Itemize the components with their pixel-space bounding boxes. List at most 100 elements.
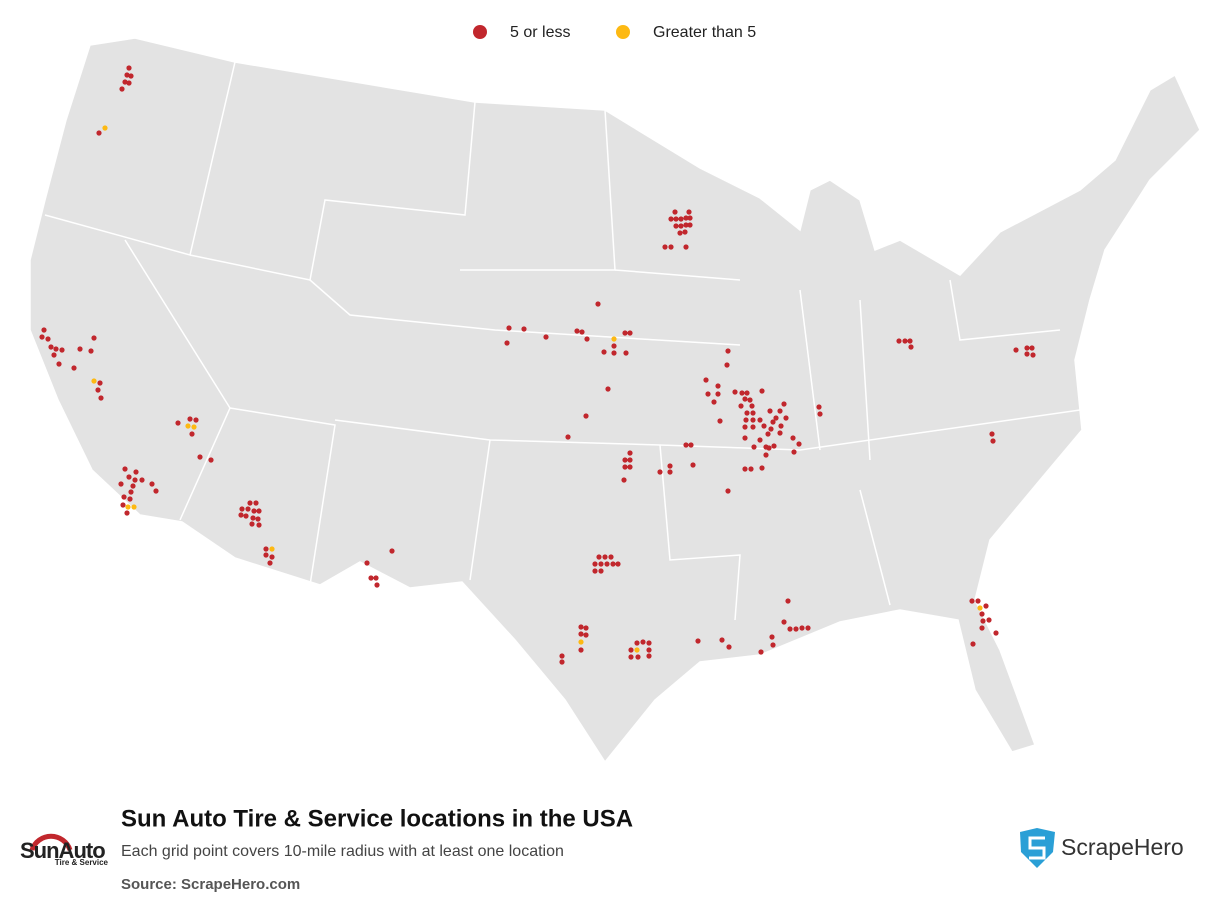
location-dot bbox=[683, 215, 689, 221]
location-dot bbox=[979, 625, 985, 631]
location-dot bbox=[627, 464, 633, 470]
location-dot bbox=[627, 457, 633, 463]
location-dot bbox=[578, 647, 584, 653]
location-dot bbox=[646, 647, 652, 653]
location-dot bbox=[678, 223, 684, 229]
location-dot bbox=[583, 632, 589, 638]
location-dot bbox=[77, 346, 83, 352]
legend-label: 5 or less bbox=[510, 24, 570, 41]
location-dot bbox=[267, 560, 273, 566]
location-dot bbox=[193, 417, 199, 423]
location-dot bbox=[128, 73, 134, 79]
location-dot bbox=[622, 330, 628, 336]
location-dot bbox=[149, 481, 155, 487]
location-dot bbox=[646, 640, 652, 646]
location-dot bbox=[102, 125, 108, 131]
location-dot bbox=[596, 554, 602, 560]
location-dot bbox=[715, 391, 721, 397]
location-dot bbox=[598, 568, 604, 574]
location-dot bbox=[269, 546, 275, 552]
location-dot bbox=[719, 637, 725, 643]
location-dot bbox=[504, 340, 510, 346]
location-dot bbox=[725, 348, 731, 354]
location-dot bbox=[364, 560, 370, 566]
location-dot bbox=[983, 603, 989, 609]
location-dot bbox=[621, 477, 627, 483]
location-dot bbox=[635, 654, 641, 660]
location-dot bbox=[579, 329, 585, 335]
location-dot bbox=[127, 496, 133, 502]
brand-logo: SunAuto bbox=[20, 838, 105, 863]
location-dot bbox=[742, 435, 748, 441]
location-dot bbox=[673, 223, 679, 229]
publisher-shield-s bbox=[1028, 836, 1046, 860]
usa-map bbox=[29, 37, 1201, 764]
location-dot bbox=[41, 327, 47, 333]
location-dot bbox=[907, 338, 913, 344]
location-dot bbox=[908, 344, 914, 350]
location-dot bbox=[187, 416, 193, 422]
location-dot bbox=[583, 413, 589, 419]
location-dot bbox=[615, 561, 621, 567]
location-dot bbox=[592, 568, 598, 574]
location-dot bbox=[770, 642, 776, 648]
location-dot bbox=[71, 365, 77, 371]
location-dot bbox=[126, 80, 132, 86]
location-dot bbox=[269, 554, 275, 560]
location-dot bbox=[126, 474, 132, 480]
location-dot bbox=[750, 417, 756, 423]
location-dot bbox=[118, 481, 124, 487]
location-dot bbox=[634, 647, 640, 653]
legend-marker bbox=[616, 25, 630, 39]
location-dot bbox=[672, 209, 678, 215]
location-dot bbox=[39, 334, 45, 340]
location-dot bbox=[256, 508, 262, 514]
location-dot bbox=[578, 639, 584, 645]
location-dot bbox=[574, 328, 580, 334]
location-dot bbox=[543, 334, 549, 340]
location-dot bbox=[592, 561, 598, 567]
location-dot bbox=[770, 419, 776, 425]
location-dot bbox=[125, 504, 131, 510]
location-dot bbox=[796, 441, 802, 447]
brand-arc bbox=[29, 833, 73, 851]
location-dot bbox=[119, 86, 125, 92]
location-dot bbox=[781, 401, 787, 407]
location-dot bbox=[139, 477, 145, 483]
location-dot bbox=[640, 639, 646, 645]
title: Sun Auto Tire & Service locations in the… bbox=[121, 805, 633, 832]
location-dot bbox=[990, 438, 996, 444]
location-dot bbox=[682, 229, 688, 235]
location-dot bbox=[759, 388, 765, 394]
location-dot bbox=[634, 640, 640, 646]
location-dot bbox=[239, 506, 245, 512]
location-dot bbox=[1024, 351, 1030, 357]
location-dot bbox=[711, 399, 717, 405]
location-dot bbox=[683, 442, 689, 448]
state-lines bbox=[44, 61, 1081, 621]
location-dot bbox=[742, 424, 748, 430]
location-dot bbox=[777, 408, 783, 414]
location-dot bbox=[605, 386, 611, 392]
location-dot bbox=[253, 500, 259, 506]
location-dot bbox=[595, 301, 601, 307]
location-dot bbox=[683, 244, 689, 250]
location-dot bbox=[979, 611, 985, 617]
location-dot bbox=[667, 469, 673, 475]
location-dot bbox=[389, 548, 395, 554]
location-dot bbox=[126, 65, 132, 71]
location-dot bbox=[628, 647, 634, 653]
legend-label: Greater than 5 bbox=[653, 24, 756, 41]
location-dot bbox=[153, 488, 159, 494]
location-dot bbox=[748, 466, 754, 472]
location-dot bbox=[742, 466, 748, 472]
location-dot bbox=[799, 625, 805, 631]
location-dot bbox=[122, 466, 128, 472]
location-dot bbox=[128, 489, 134, 495]
location-dot bbox=[610, 561, 616, 567]
location-dot bbox=[790, 435, 796, 441]
location-dot bbox=[506, 325, 512, 331]
location-dot bbox=[245, 506, 251, 512]
location-dot bbox=[791, 449, 797, 455]
